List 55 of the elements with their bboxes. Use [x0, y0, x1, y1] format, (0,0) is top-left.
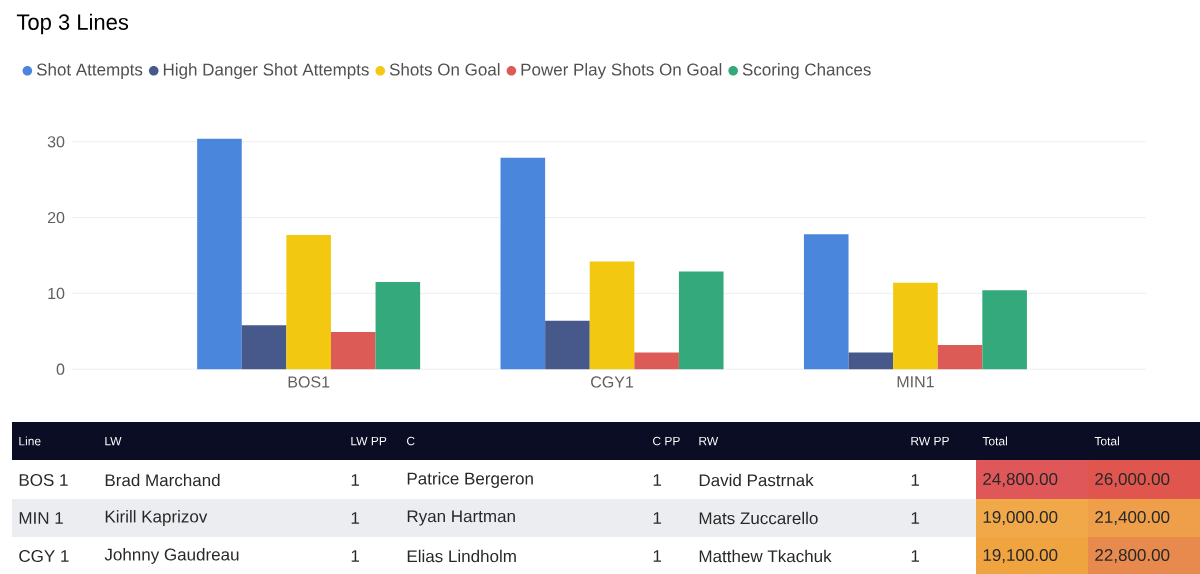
text: 1	[911, 512, 920, 524]
text: Brad Marchand	[105, 473, 220, 487]
text: 24,800.00	[983, 473, 1058, 488]
bar	[589, 261, 635, 370]
text: 1	[653, 512, 662, 524]
text: BOS 1	[19, 474, 68, 487]
text: Matthew Tkachuk	[699, 549, 832, 563]
text: 1	[351, 474, 360, 486]
text: Kirill Kaprizov	[105, 510, 208, 526]
bar	[893, 282, 938, 370]
bar	[286, 235, 331, 370]
text: Ryan Hartman	[407, 510, 515, 526]
text: 26,000.00	[1095, 473, 1170, 488]
x-tick-label: BOS1	[288, 376, 330, 388]
legend-label: High Danger Shot Attempts	[163, 63, 369, 79]
bar	[500, 157, 546, 370]
text: Mats Zuccarello	[699, 511, 818, 525]
x-tick-label: CGY1	[591, 376, 634, 388]
bar	[848, 352, 894, 370]
text: 1	[351, 512, 360, 524]
bar	[937, 344, 983, 370]
text: 1	[351, 550, 360, 562]
text: David Pastrnak	[699, 473, 814, 487]
bar	[375, 282, 421, 370]
y-tick-label: 10	[48, 287, 65, 300]
chart-title: Top 3 Lines	[16, 13, 129, 35]
bar	[678, 271, 724, 370]
legend-label: Scoring Chances	[742, 63, 871, 79]
y-tick-label: 30	[47, 136, 65, 148]
bar	[330, 332, 376, 370]
text: 1	[653, 550, 662, 562]
text: Patrice Bergeron	[407, 472, 533, 488]
text: 22,800.00	[1095, 549, 1170, 564]
legend-label: Power Play Shots On Goal	[521, 63, 722, 79]
x-tick-label: MIN1	[897, 376, 934, 388]
bar	[241, 325, 287, 370]
text: CGY 1	[19, 550, 69, 563]
text: 21,400.00	[1095, 511, 1170, 526]
y-tick-label: 0	[56, 363, 65, 375]
text: Johnny Gaudreau	[104, 548, 239, 564]
text: 1	[653, 474, 662, 486]
legend-label: Shot Attempts	[36, 63, 143, 79]
bar	[982, 290, 1027, 370]
y-tick-label: 20	[47, 211, 65, 224]
legend-label: Shots On Goal	[389, 63, 500, 76]
text: Elias Lindholm	[407, 549, 516, 563]
bar	[634, 352, 679, 370]
text: 19,100.00	[983, 549, 1058, 564]
text: 1	[911, 474, 920, 486]
bar	[803, 234, 849, 370]
text: 19,000.00	[983, 511, 1058, 526]
bar	[545, 320, 590, 370]
bar	[197, 138, 242, 370]
text: MIN 1	[19, 512, 63, 524]
text: 1	[911, 550, 920, 562]
